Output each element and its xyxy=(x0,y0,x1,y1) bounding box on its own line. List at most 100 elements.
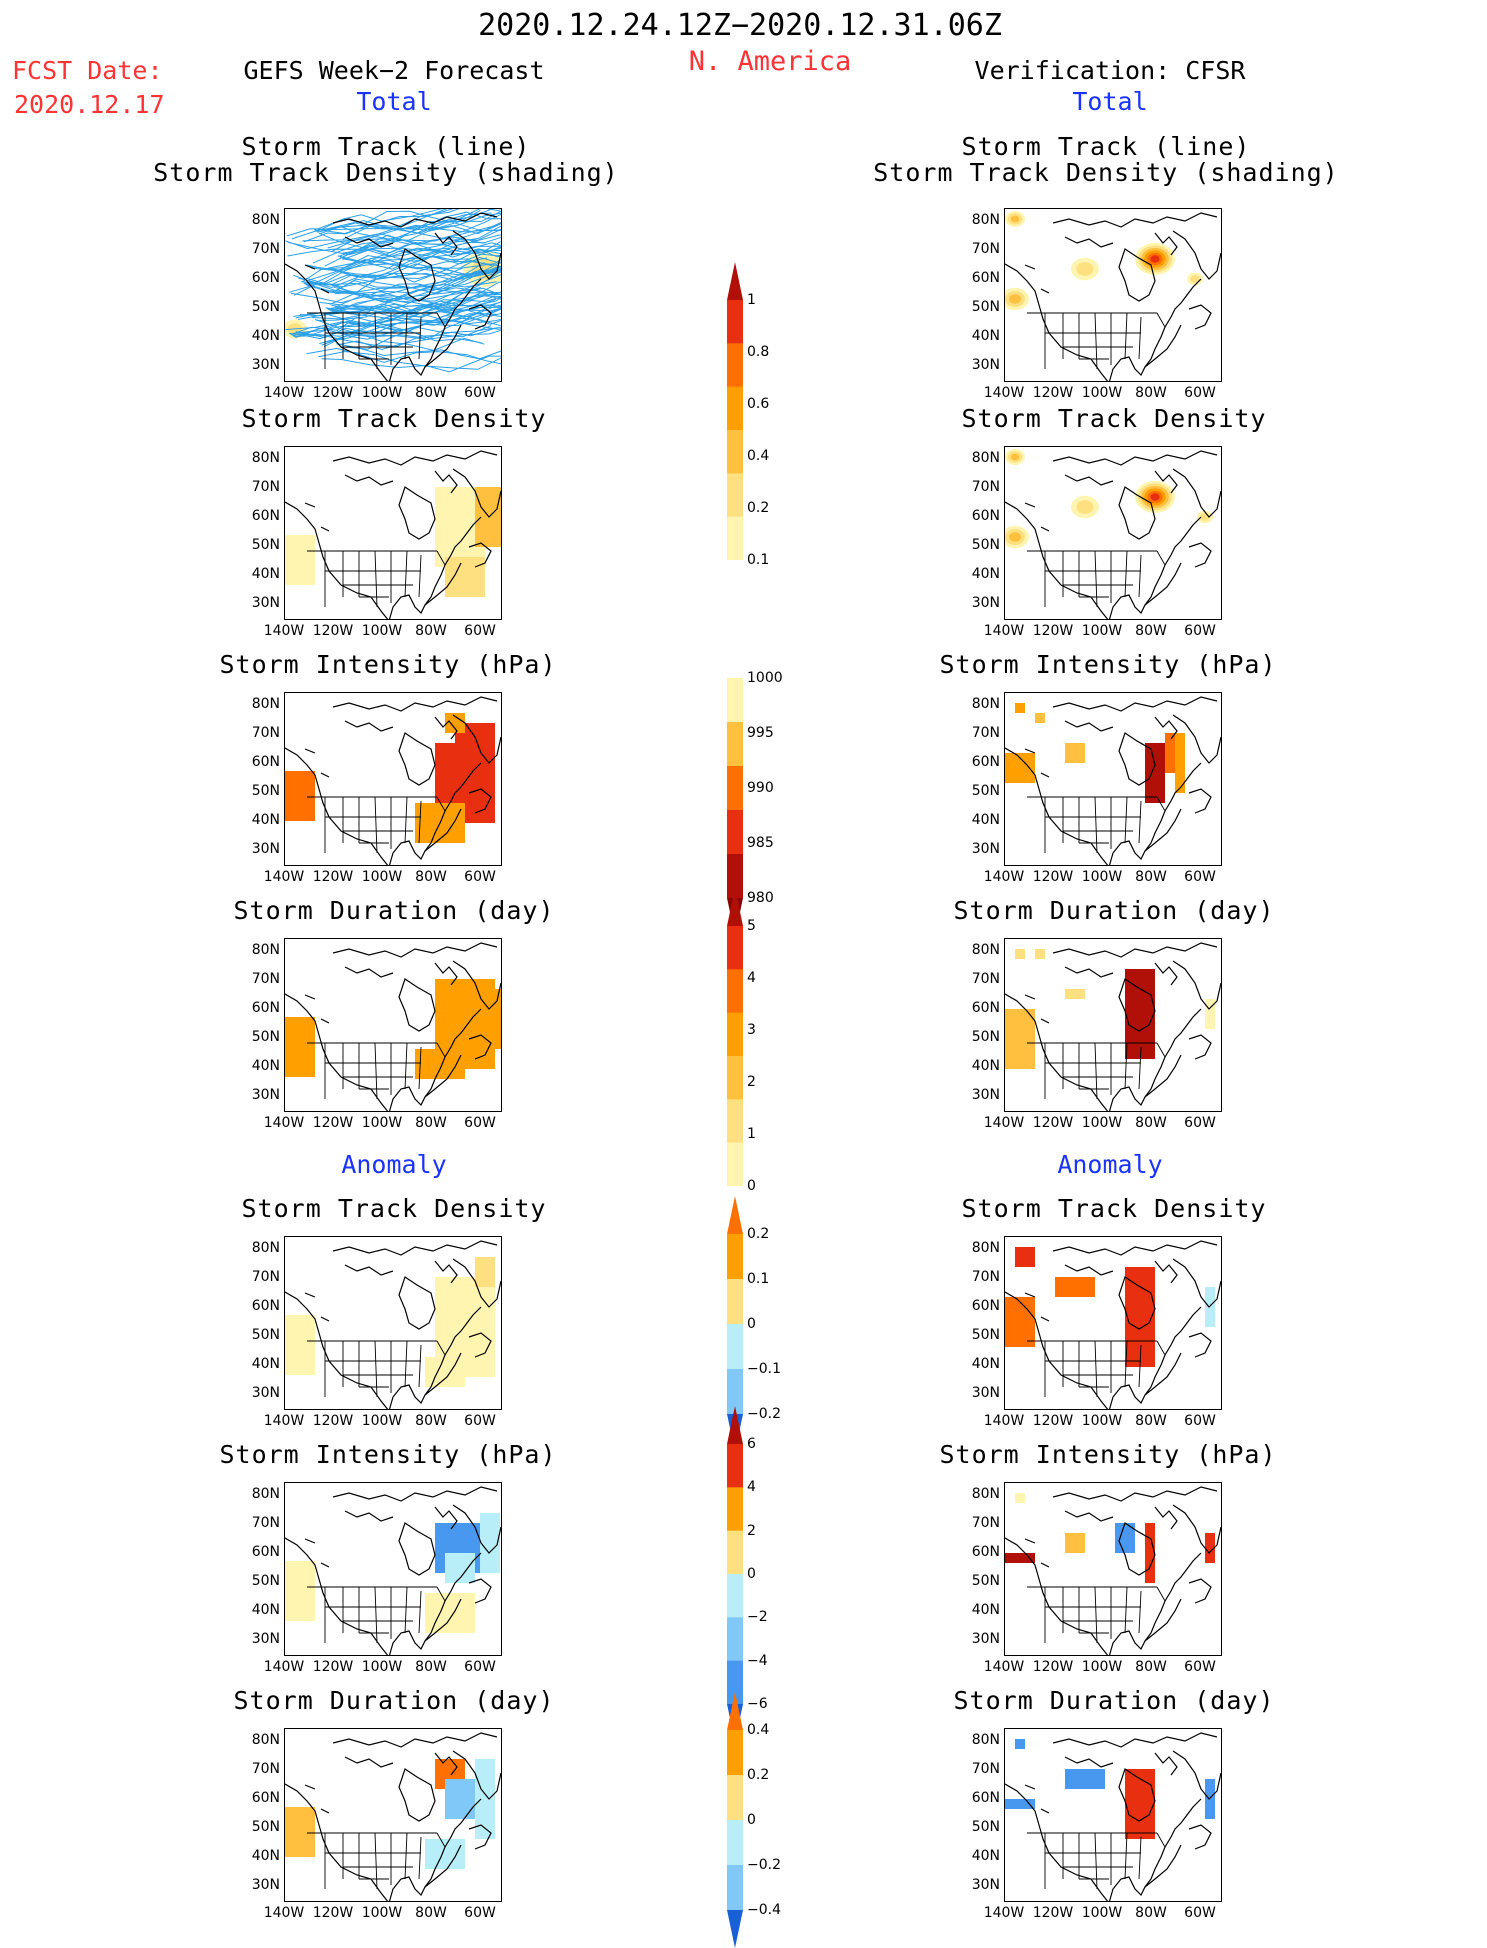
lon-tick-label: 80W xyxy=(1135,1115,1167,1131)
colorbar-band xyxy=(727,1056,743,1100)
shade-cell xyxy=(1155,793,1165,803)
colorbar-band xyxy=(727,766,743,811)
shade-cell xyxy=(485,783,495,793)
shade-cell xyxy=(435,1377,445,1387)
colorbar-tick-label: 3 xyxy=(747,1022,756,1038)
shade-cell xyxy=(495,1029,501,1039)
coastline xyxy=(1005,1783,1109,1901)
shade-cell xyxy=(465,1573,475,1583)
left-column-title: GEFS Week−2 Forecast xyxy=(243,56,545,85)
lat-tick-label: 60N xyxy=(251,754,280,770)
shade-cell xyxy=(1145,1553,1155,1563)
coastline xyxy=(1052,942,1218,958)
shade-cell xyxy=(1025,1327,1035,1337)
coastline xyxy=(1118,978,1156,1032)
shade-cell xyxy=(425,1623,435,1633)
shade-cell xyxy=(1075,753,1085,763)
shade-cell xyxy=(475,1769,485,1779)
shade-cell xyxy=(445,1543,455,1553)
coastline xyxy=(1172,1750,1221,1800)
state-border xyxy=(1124,1832,1128,1880)
right-anom-intensity-title: Storm Intensity (hPa) xyxy=(939,1440,1277,1469)
shade-cell xyxy=(305,1827,315,1837)
lat-tick-label: 40N xyxy=(971,1602,1000,1618)
shade-cell xyxy=(465,537,475,547)
storm-track-line xyxy=(291,326,485,351)
shade-cell xyxy=(480,1533,490,1543)
state-border xyxy=(1094,550,1098,608)
shade-cell xyxy=(455,773,465,783)
coastline xyxy=(468,304,492,330)
state-border xyxy=(404,550,408,598)
shade-cell xyxy=(495,999,501,1009)
storm-track-line xyxy=(289,295,501,337)
coastline xyxy=(1108,278,1202,381)
coastline xyxy=(1024,264,1036,270)
shade-cell xyxy=(1035,713,1045,723)
coastline xyxy=(1052,696,1218,712)
shade-cell xyxy=(1145,1799,1155,1809)
storm-track-line xyxy=(339,228,501,268)
shade-cell xyxy=(1125,1799,1135,1809)
shade-cell xyxy=(285,1345,295,1355)
shade-cell xyxy=(445,1573,455,1583)
shade-cell xyxy=(1205,1009,1215,1019)
shade-cell xyxy=(1155,763,1165,773)
lat-tick-label: 70N xyxy=(251,479,280,495)
shade-cell xyxy=(1065,989,1075,999)
density-blob xyxy=(1076,262,1094,276)
shade-cell xyxy=(475,577,485,587)
coastline xyxy=(1144,808,1182,852)
shade-cell xyxy=(1125,1789,1135,1799)
lat-tick-label: 80N xyxy=(971,212,1000,228)
shade-cell xyxy=(445,1769,455,1779)
coastline xyxy=(388,1306,482,1409)
shade-cell xyxy=(435,1357,445,1367)
shade-cell xyxy=(435,1543,445,1553)
coastline xyxy=(468,1824,492,1850)
shade-cell xyxy=(445,527,455,537)
coastline xyxy=(304,994,316,1000)
lon-tick-label: 140W xyxy=(983,1413,1025,1429)
shade-cell xyxy=(455,507,465,517)
shade-cell xyxy=(490,1553,500,1563)
shade-cell xyxy=(1065,1533,1075,1543)
shade-cell xyxy=(465,999,475,1009)
map-canvas xyxy=(285,209,501,381)
shade-cell xyxy=(445,557,455,567)
colorbar-tick-label: 0.6 xyxy=(747,396,770,412)
lat-tick-label: 70N xyxy=(971,725,1000,741)
shade-cell xyxy=(1075,1779,1085,1789)
shade-cell xyxy=(1145,999,1155,1009)
shade-cell xyxy=(465,587,475,597)
shade-cell xyxy=(1025,1317,1035,1327)
shade-cell xyxy=(1015,773,1025,783)
coastline xyxy=(452,714,501,764)
storm-track-line xyxy=(318,350,501,370)
shade-cell xyxy=(1135,1049,1145,1059)
coastline xyxy=(1154,1506,1178,1530)
shade-cell xyxy=(295,1017,305,1027)
colorbar-tick-label: 0.1 xyxy=(747,1271,770,1287)
shade-cell xyxy=(1205,1019,1215,1029)
shade-cell xyxy=(305,1601,315,1611)
shade-cell xyxy=(490,1523,500,1533)
coastline xyxy=(424,562,462,606)
shade-cell xyxy=(465,1367,475,1377)
right-track-title-2: Storm Track Density (shading) xyxy=(873,158,1339,187)
shade-cell xyxy=(475,1267,485,1277)
shade-cell xyxy=(1205,999,1215,1009)
coastline xyxy=(1108,516,1202,619)
shade-cell xyxy=(475,1009,485,1019)
shade-cell xyxy=(455,1779,465,1789)
lat-tick-label: 30N xyxy=(251,1631,280,1647)
map-canvas xyxy=(1005,942,1221,1111)
coastline xyxy=(434,962,458,986)
coastline xyxy=(1005,501,1109,619)
right-anomaly-label: Anomaly xyxy=(1057,1150,1163,1179)
lon-tick-label: 120W xyxy=(312,623,354,639)
coastline xyxy=(398,732,436,786)
coastline xyxy=(1144,1598,1182,1642)
shade-cell xyxy=(1155,783,1165,793)
colorbar-end-triangle xyxy=(727,888,743,926)
